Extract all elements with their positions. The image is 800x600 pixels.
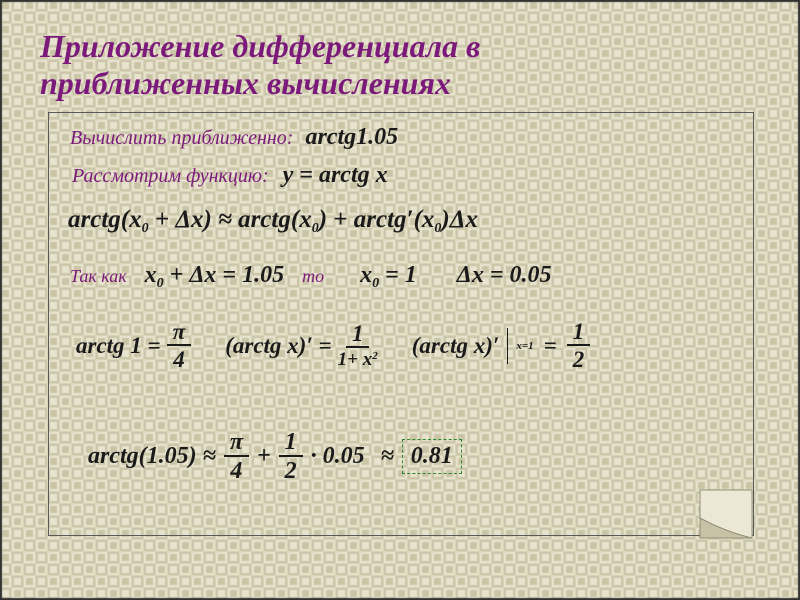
pi-den: 4 [173,346,185,371]
title-line-1: Приложение дифференциала в [40,28,480,64]
slide: Приложение дифференциала в приближенных … [0,0,800,600]
final-half-num: 1 [279,430,303,457]
substitution-line: Так как x0 + Δx = 1.05 то x0 = 1 Δx = 0.… [70,262,552,292]
mult-dx: · 0.05 [311,443,365,470]
slide-title: Приложение дифференциала в приближенных … [40,28,760,102]
deriv-num: 1 [346,322,370,348]
derivative-row: arctg 1 = π 4 (arctg x)′ = 1 1+ x2 (arct… [76,320,590,371]
plus-sign: + [257,443,271,470]
linearization-eq: arctg(x0 + Δx) ≈ arctg(x0) + arctg′(x0)Δ… [68,206,478,237]
arctg1-lhs: arctg 1 = [76,333,161,359]
consider-func: Рассмотрим функцию: y = arctg x [72,162,388,189]
title-line-2: приближенных вычислениях [40,65,451,101]
final-result: 0.81 [402,439,462,474]
deriv-at-1: (arctg x)′ x=1 = 1 2 [412,320,590,371]
half-den: 2 [573,346,585,371]
pi-num: π [167,320,192,346]
consider-expr: y = arctg x [283,162,388,189]
compute-expr: arctg1.05 [305,124,398,151]
final-pi-den: 4 [230,457,242,483]
page-curl-icon [698,488,754,540]
deriv-lhs: (arctg x)′ = [225,333,331,359]
approx-sign: ≈ [381,443,394,470]
compute-prompt: Вычислить приближенно: arctg1.05 [70,124,398,151]
final-half-den: 2 [285,457,297,483]
arctg1-value: arctg 1 = π 4 [76,320,191,371]
deriv-general: (arctg x)′ = 1 1+ x2 [225,322,378,369]
deriv-at1-lhs: (arctg x)′ [412,333,500,359]
since-label: Так как [70,266,127,287]
consider-label: Рассмотрим функцию: [72,165,269,188]
compute-label: Вычислить приближенно: [70,127,293,150]
eval-point: x=1 [516,340,533,352]
final-lhs: arctg(1.05) ≈ [88,443,216,470]
then-label: то [302,266,324,287]
final-calc: arctg(1.05) ≈ π 4 + 1 2 · 0.05 ≈ 0.81 [88,430,462,483]
half-num: 1 [567,320,591,346]
final-pi-num: π [224,430,249,457]
